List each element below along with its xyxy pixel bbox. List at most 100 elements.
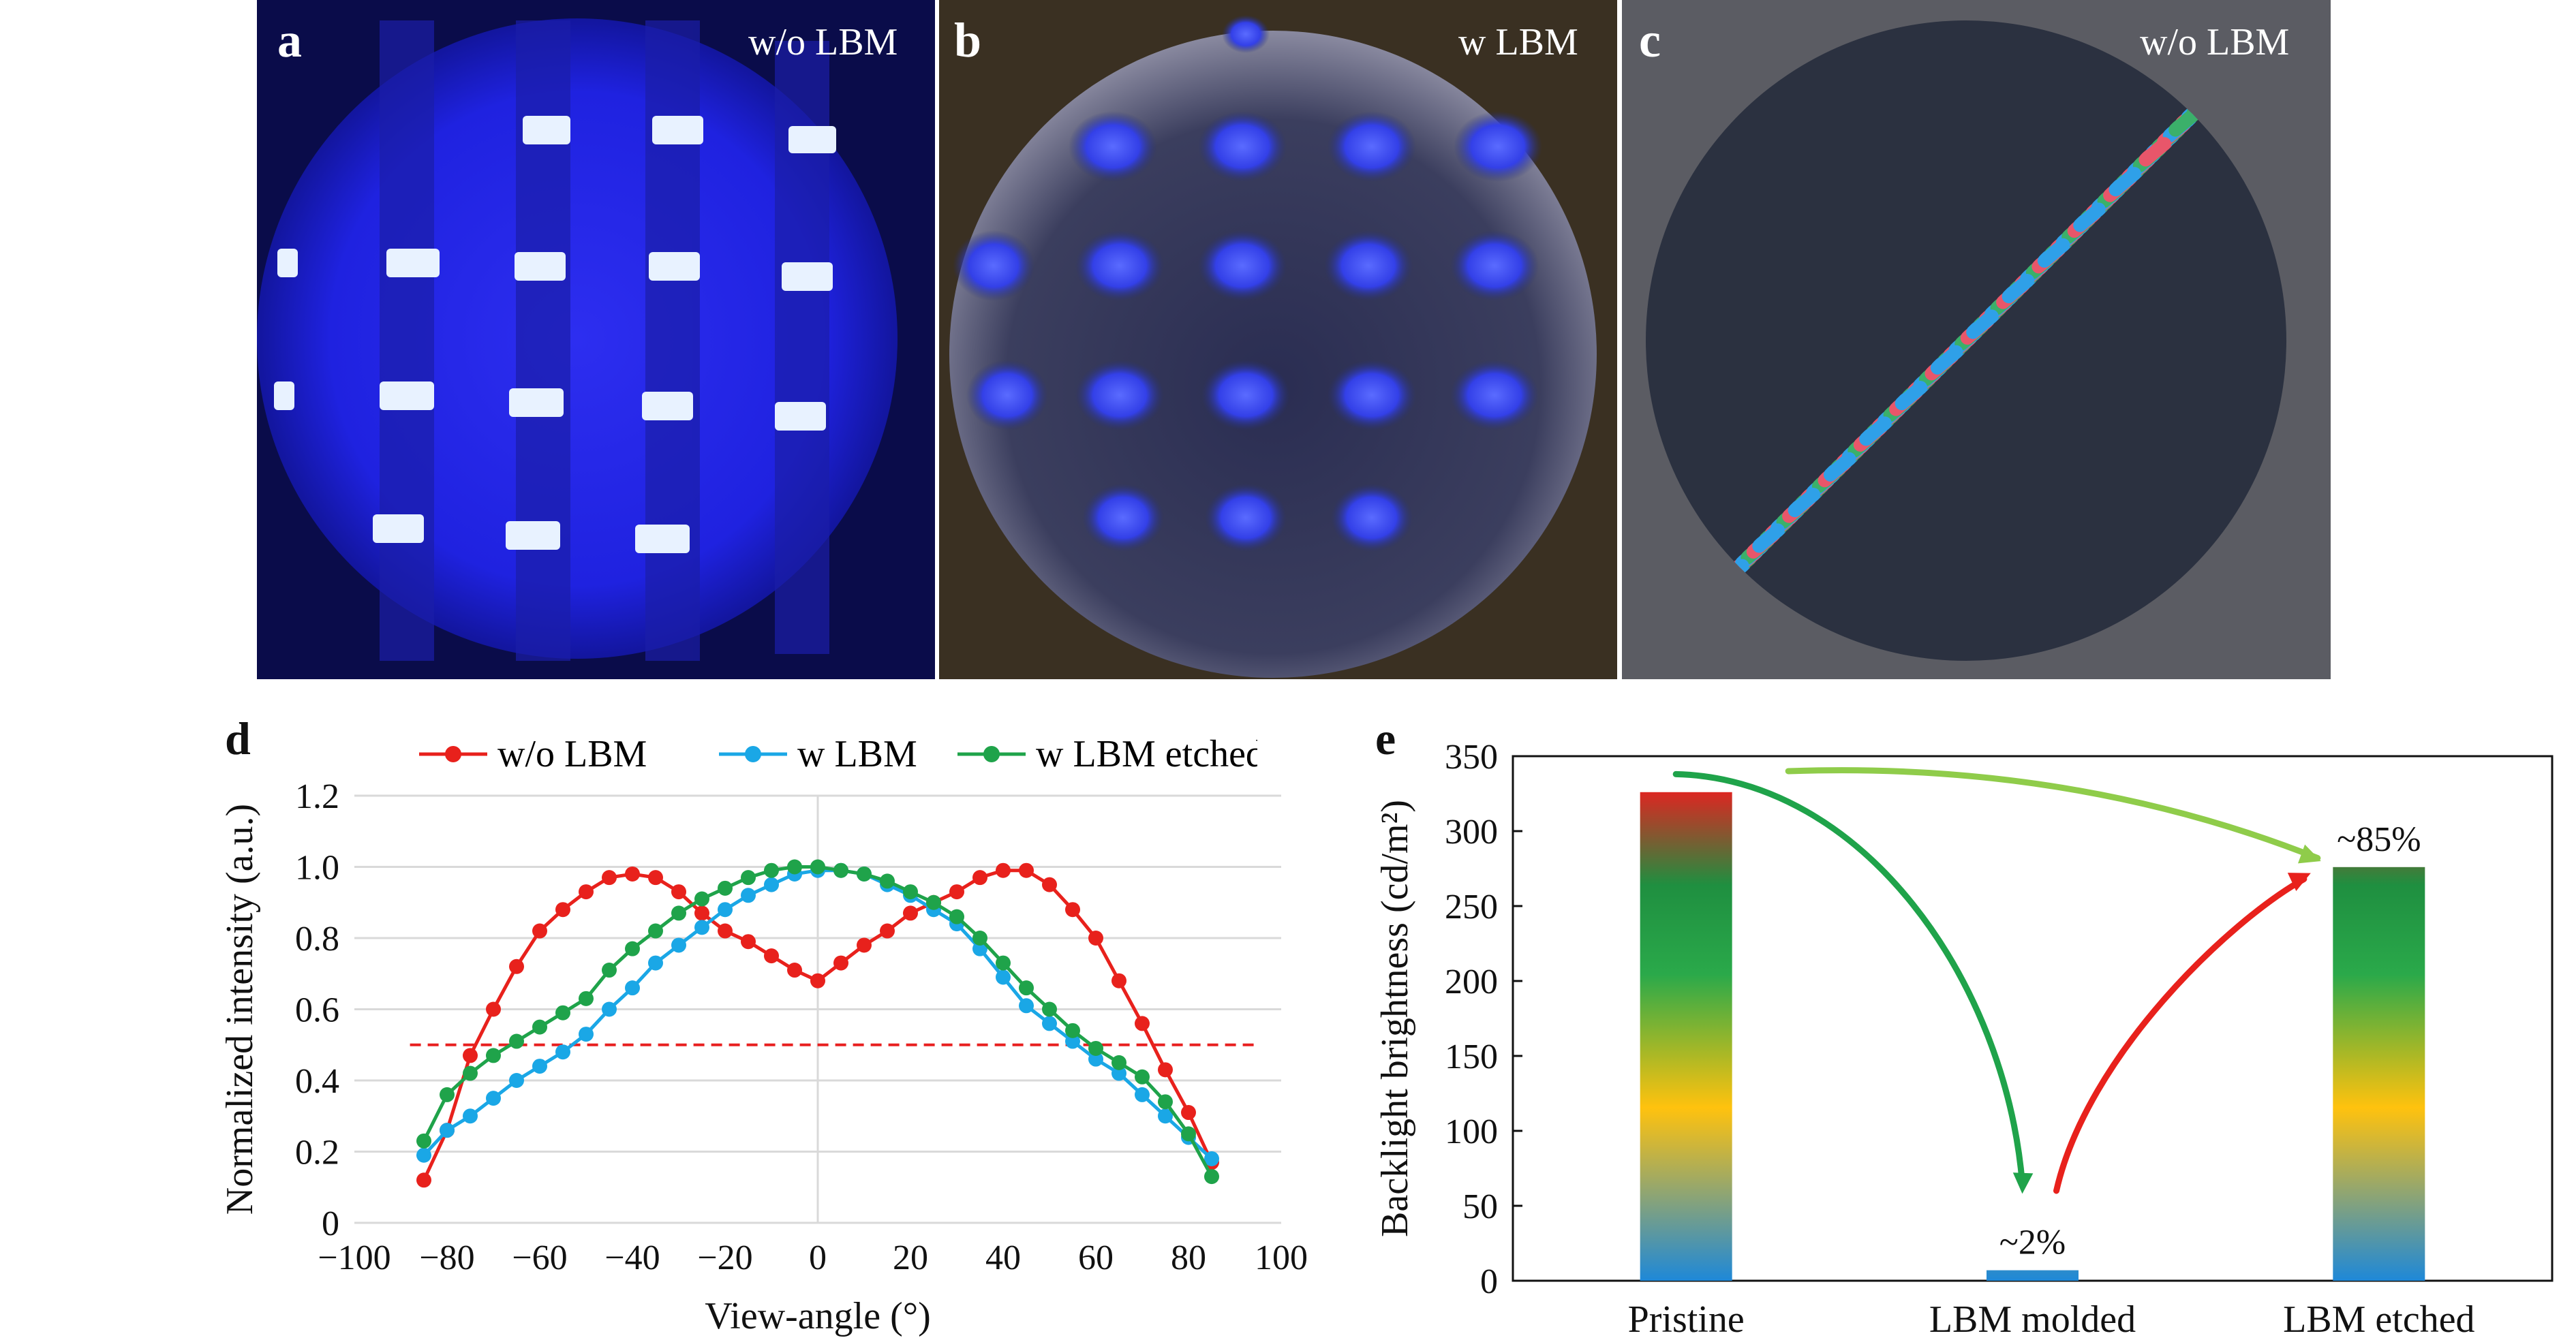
x-tick-label: −80 xyxy=(419,1238,474,1277)
category-label: LBM molded xyxy=(1929,1298,2136,1340)
subpixel-dash xyxy=(2002,274,2035,304)
data-point xyxy=(1019,980,1034,996)
data-point xyxy=(810,973,825,988)
y-tick-label: 0 xyxy=(1480,1262,1498,1301)
x-tick-label: 80 xyxy=(1171,1238,1206,1277)
data-point xyxy=(972,931,987,946)
data-point xyxy=(1042,877,1057,892)
y-axis-label: Backlight brightness (cd/m²) xyxy=(1374,800,1416,1237)
bar xyxy=(2333,867,2425,1281)
data-point xyxy=(926,902,941,918)
data-point xyxy=(1204,1155,1219,1170)
photo-panel-a xyxy=(257,0,935,679)
bar-annotation: ~85% xyxy=(2337,820,2421,859)
data-point xyxy=(1042,1001,1057,1017)
photo-panel-c xyxy=(1622,0,2331,679)
series-line-2 xyxy=(422,865,1214,1178)
x-tick-label: −60 xyxy=(512,1238,567,1277)
subpixel-dash xyxy=(1788,488,1821,518)
x-tick-label: 40 xyxy=(985,1238,1021,1277)
data-point xyxy=(555,1044,570,1060)
data-point xyxy=(625,866,640,882)
data-point xyxy=(625,980,640,996)
bar xyxy=(1640,792,1732,1281)
data-point xyxy=(718,902,733,918)
subpixel-dash xyxy=(2168,107,2201,137)
data-point xyxy=(764,862,779,878)
data-point xyxy=(1111,1065,1126,1081)
data-point xyxy=(718,880,733,896)
data-point xyxy=(787,866,802,882)
y-axis-label: Normalized intensity (a.u.) xyxy=(219,804,261,1215)
data-point xyxy=(1204,1151,1219,1166)
data-point xyxy=(949,916,964,932)
data-point xyxy=(1111,973,1126,988)
y-tick-label: 200 xyxy=(1445,963,1498,1001)
data-point xyxy=(833,955,848,971)
data-point xyxy=(903,905,918,921)
data-point xyxy=(486,1048,501,1063)
data-point xyxy=(857,866,872,882)
legend-item-w-lbm: w LBM xyxy=(719,733,917,775)
data-point xyxy=(486,1091,501,1106)
subpixel-dash xyxy=(1966,309,1999,339)
x-axis-label: View-angle (°) xyxy=(705,1295,931,1337)
data-point xyxy=(1204,1169,1219,1185)
arrowhead xyxy=(2287,873,2311,891)
data-point xyxy=(857,866,872,882)
subpixel-dash xyxy=(2138,137,2171,167)
data-point xyxy=(625,941,640,956)
data-point xyxy=(903,888,918,903)
arrow-pristine-to-molded xyxy=(1672,770,2025,1187)
series-line-1 xyxy=(423,869,1213,1160)
data-point xyxy=(463,1108,478,1124)
data-point xyxy=(1065,902,1080,918)
legend-label-1: w LBM xyxy=(797,733,917,775)
y-tick-label: 300 xyxy=(1445,813,1498,852)
data-point xyxy=(1111,1055,1126,1070)
subpixel-dash xyxy=(1823,452,1856,482)
data-point xyxy=(440,1123,455,1138)
data-point xyxy=(787,859,802,875)
category-label: Pristine xyxy=(1628,1298,1745,1340)
data-point xyxy=(903,884,918,900)
data-point xyxy=(463,1065,478,1081)
data-point xyxy=(1158,1108,1173,1124)
subpixel-dash xyxy=(1930,345,1963,375)
data-point xyxy=(1065,1033,1080,1049)
subpixel-dash xyxy=(2073,202,2106,232)
y-tick-label: 0.2 xyxy=(295,1134,339,1172)
x-tick-label: −100 xyxy=(318,1238,390,1277)
y-tick-label: 1.0 xyxy=(295,849,339,888)
category-label: LBM etched xyxy=(2283,1298,2474,1340)
data-point xyxy=(810,862,825,878)
data-point xyxy=(741,888,756,903)
data-point xyxy=(416,1133,431,1149)
data-point xyxy=(1135,1069,1150,1085)
data-point xyxy=(926,894,941,910)
data-point xyxy=(949,884,964,900)
data-point xyxy=(787,963,802,978)
data-point xyxy=(555,902,570,918)
legend-label-2: w LBM etched xyxy=(1036,733,1257,775)
data-point xyxy=(1135,1087,1150,1102)
data-point xyxy=(1088,1051,1103,1067)
photo-a-image xyxy=(257,0,935,679)
data-point xyxy=(579,1027,594,1042)
data-point xyxy=(579,991,594,1006)
series-line-0 xyxy=(422,869,1214,1181)
data-point xyxy=(857,937,872,953)
data-point xyxy=(648,870,663,886)
data-point xyxy=(694,905,709,921)
data-point xyxy=(1088,931,1103,946)
arrow-molded-to-etched xyxy=(2053,875,2307,1194)
data-point xyxy=(694,891,709,907)
data-point xyxy=(416,1147,431,1163)
data-point xyxy=(694,920,709,935)
data-point xyxy=(486,1001,501,1017)
y-tick-label: 150 xyxy=(1445,1038,1498,1076)
panel-b-label: w LBM xyxy=(1458,21,1578,63)
subpixel-dash xyxy=(1859,416,1892,446)
plot-frame xyxy=(1512,755,2554,1282)
arrowhead xyxy=(2012,1172,2034,1194)
